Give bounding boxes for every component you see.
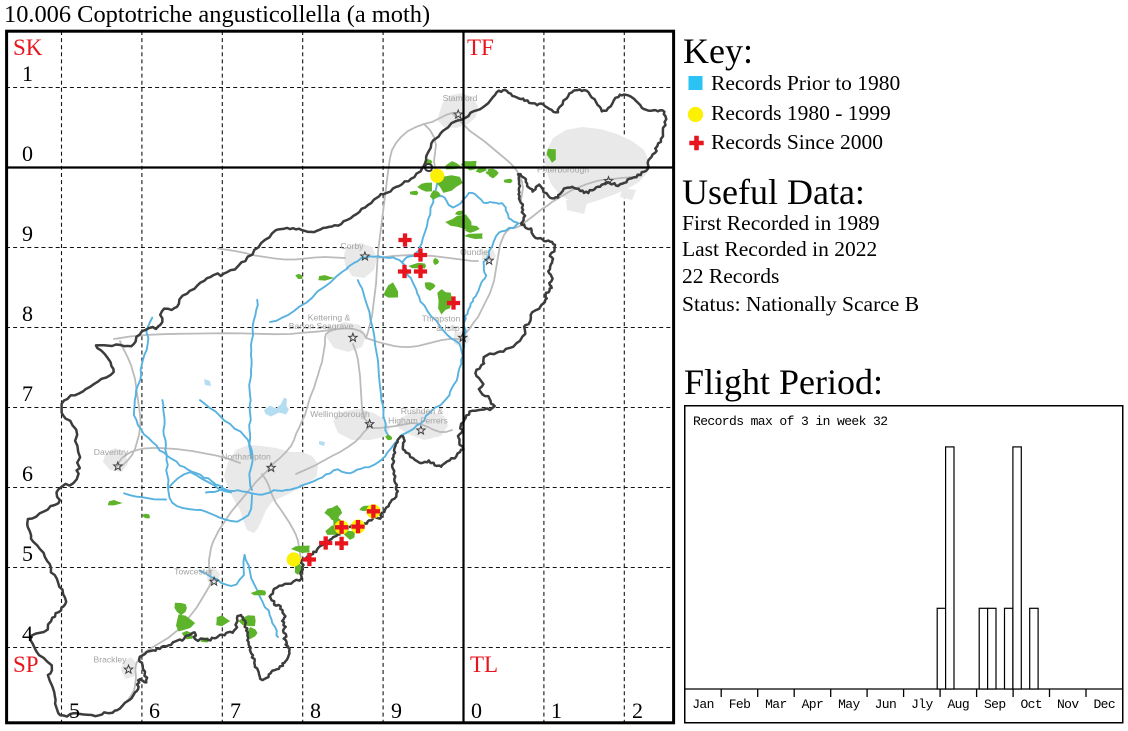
svg-text:May: May <box>838 697 860 712</box>
svg-text:Wellingborough: Wellingborough <box>310 409 370 419</box>
svg-text:8: 8 <box>310 698 321 723</box>
svg-text:2: 2 <box>632 698 643 723</box>
svg-text:Aug: Aug <box>947 697 969 712</box>
svg-text:Nov: Nov <box>1057 697 1079 712</box>
svg-text:Corby: Corby <box>341 241 365 251</box>
svg-text:0: 0 <box>22 141 33 166</box>
svg-text:7: 7 <box>230 698 241 723</box>
svg-text:Brackley: Brackley <box>94 655 128 665</box>
svg-text:Towcester: Towcester <box>174 567 213 577</box>
svg-text:7: 7 <box>22 381 33 406</box>
svg-text:4: 4 <box>22 621 33 646</box>
svg-text:Sep: Sep <box>984 697 1006 712</box>
svg-text:Rushden &: Rushden & <box>401 406 444 416</box>
svg-text:TL: TL <box>470 652 498 677</box>
svg-text:Jan: Jan <box>692 697 714 712</box>
svg-text:Peterborough: Peterborough <box>537 165 589 175</box>
svg-text:SK: SK <box>13 35 43 60</box>
svg-text:Apr: Apr <box>802 697 824 712</box>
svg-text:0: 0 <box>471 698 482 723</box>
svg-text:Records max of 3 in week 32: Records max of 3 in week 32 <box>693 414 887 429</box>
svg-text:Thrapston: Thrapston <box>422 314 461 324</box>
svg-text:Jly: Jly <box>911 697 933 712</box>
svg-text:Northampton: Northampton <box>221 452 271 462</box>
svg-text:1: 1 <box>22 61 33 86</box>
svg-text:1: 1 <box>551 698 562 723</box>
svg-text:5: 5 <box>22 541 33 566</box>
svg-text:Dec: Dec <box>1093 697 1115 712</box>
svg-text:8: 8 <box>22 301 33 326</box>
svg-text:Kettering &: Kettering & <box>308 313 351 323</box>
svg-text:5: 5 <box>69 698 80 723</box>
svg-text:Feb: Feb <box>729 697 751 712</box>
svg-text:9: 9 <box>22 221 33 246</box>
svg-text:Daventry: Daventry <box>94 447 129 457</box>
svg-text:6: 6 <box>22 461 33 486</box>
svg-text:TF: TF <box>467 35 494 60</box>
svg-text:Jun: Jun <box>875 697 897 712</box>
svg-text:6: 6 <box>149 698 160 723</box>
svg-text:Barton Seagrave: Barton Seagrave <box>289 321 354 331</box>
svg-text:Higham Ferrers: Higham Ferrers <box>388 416 448 426</box>
svg-text:Stamford: Stamford <box>443 93 478 103</box>
svg-text:9: 9 <box>391 698 402 723</box>
svg-text:SP: SP <box>13 652 39 677</box>
svg-text:Mar: Mar <box>765 697 787 712</box>
svg-text:Oundle: Oundle <box>460 247 488 257</box>
svg-text:Oct: Oct <box>1020 697 1042 712</box>
svg-text:& Islip: & Islip <box>436 323 460 333</box>
